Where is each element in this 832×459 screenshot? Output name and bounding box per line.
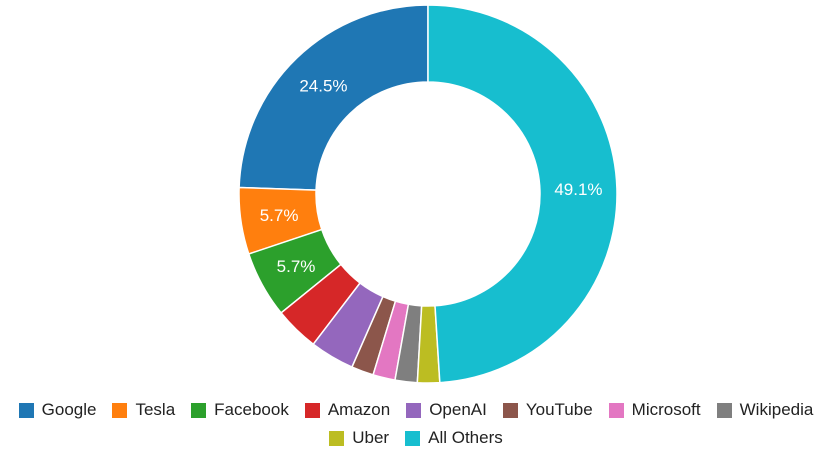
- donut-chart-svg: 24.5% 5.7% 5.7% 49.1%: [238, 4, 618, 384]
- legend-swatch: [608, 402, 624, 418]
- legend-swatch: [191, 402, 207, 418]
- legend-swatch: [502, 402, 518, 418]
- legend-item-wikipedia[interactable]: Wikipedia: [716, 400, 814, 420]
- legend-item-openai[interactable]: OpenAI: [406, 400, 487, 420]
- data-label-tesla: 5.7%: [260, 206, 299, 225]
- chart-legend: Google Tesla Facebook Amazon OpenAI YouTube Mi…: [0, 400, 832, 448]
- legend-label: Uber: [352, 428, 390, 447]
- legend-label: Microsoft: [631, 400, 701, 419]
- legend-swatch: [112, 402, 128, 418]
- legend-swatch: [716, 402, 732, 418]
- legend-item-facebook[interactable]: Facebook: [191, 400, 289, 420]
- legend-label: OpenAI: [429, 400, 487, 419]
- legend-label: Tesla: [135, 400, 176, 419]
- legend-label: Wikipedia: [739, 400, 814, 419]
- legend-swatch: [406, 402, 422, 418]
- legend-item-amazon[interactable]: Amazon: [304, 400, 391, 420]
- legend-swatch: [329, 430, 345, 446]
- legend-item-microsoft[interactable]: Microsoft: [608, 400, 701, 420]
- legend-item-youtube[interactable]: YouTube: [502, 400, 593, 420]
- legend-swatch: [18, 402, 34, 418]
- legend-label: Facebook: [214, 400, 289, 419]
- legend-swatch: [405, 430, 421, 446]
- donut-chart: 24.5% 5.7% 5.7% 49.1%: [238, 4, 618, 384]
- legend-item-tesla[interactable]: Tesla: [112, 400, 175, 420]
- data-label-google: 24.5%: [299, 76, 347, 95]
- legend-label: YouTube: [525, 400, 593, 419]
- legend-item-google[interactable]: Google: [18, 400, 97, 420]
- legend-label: Amazon: [327, 400, 391, 419]
- legend-item-all-others[interactable]: All Others: [405, 428, 503, 448]
- data-label-facebook: 5.7%: [277, 257, 316, 276]
- legend-item-uber[interactable]: Uber: [329, 428, 389, 448]
- data-label-all-others: 49.1%: [554, 180, 602, 199]
- legend-label: All Others: [428, 428, 503, 447]
- legend-label: Google: [41, 400, 97, 419]
- slice-google[interactable]: [238, 4, 429, 191]
- legend-swatch: [304, 402, 320, 418]
- slice-all-others[interactable]: [427, 4, 618, 384]
